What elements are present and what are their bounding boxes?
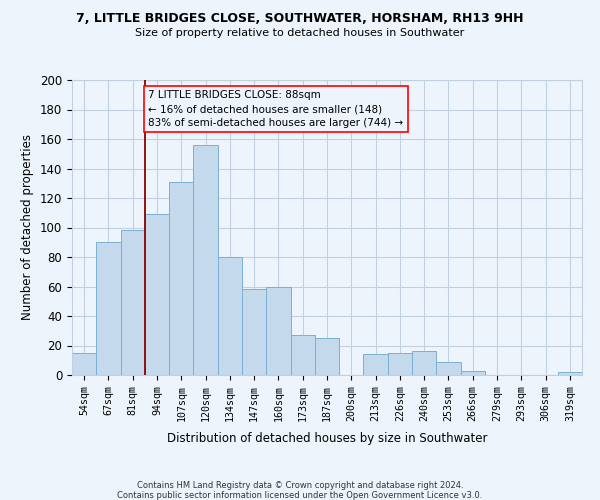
- Bar: [242, 290, 266, 375]
- Text: 7, LITTLE BRIDGES CLOSE, SOUTHWATER, HORSHAM, RH13 9HH: 7, LITTLE BRIDGES CLOSE, SOUTHWATER, HOR…: [76, 12, 524, 26]
- X-axis label: Distribution of detached houses by size in Southwater: Distribution of detached houses by size …: [167, 432, 487, 445]
- Text: Size of property relative to detached houses in Southwater: Size of property relative to detached ho…: [136, 28, 464, 38]
- Bar: [290, 335, 315, 375]
- Bar: [193, 145, 218, 375]
- Text: Contains public sector information licensed under the Open Government Licence v3: Contains public sector information licen…: [118, 491, 482, 500]
- Bar: [266, 286, 290, 375]
- Text: 7 LITTLE BRIDGES CLOSE: 88sqm
← 16% of detached houses are smaller (148)
83% of : 7 LITTLE BRIDGES CLOSE: 88sqm ← 16% of d…: [149, 90, 404, 128]
- Bar: [364, 354, 388, 375]
- Bar: [461, 370, 485, 375]
- Bar: [72, 353, 96, 375]
- Bar: [315, 338, 339, 375]
- Bar: [558, 372, 582, 375]
- Bar: [145, 214, 169, 375]
- Bar: [169, 182, 193, 375]
- Bar: [96, 242, 121, 375]
- Text: Contains HM Land Registry data © Crown copyright and database right 2024.: Contains HM Land Registry data © Crown c…: [137, 481, 463, 490]
- Bar: [121, 230, 145, 375]
- Bar: [436, 362, 461, 375]
- Bar: [218, 257, 242, 375]
- Bar: [412, 352, 436, 375]
- Y-axis label: Number of detached properties: Number of detached properties: [22, 134, 34, 320]
- Bar: [388, 353, 412, 375]
